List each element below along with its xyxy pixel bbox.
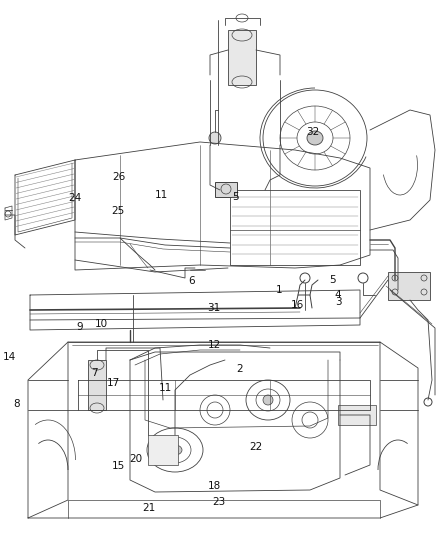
Text: 4: 4 (335, 290, 342, 300)
Text: 23: 23 (212, 497, 226, 507)
Bar (88, 360, 106, 410)
Text: 21: 21 (142, 503, 155, 513)
Text: 15: 15 (112, 462, 125, 471)
Text: 11: 11 (159, 383, 172, 393)
Ellipse shape (168, 445, 182, 455)
Bar (338, 405, 376, 425)
Text: 6: 6 (188, 277, 195, 286)
Text: 11: 11 (155, 190, 168, 199)
Text: 7: 7 (91, 368, 98, 378)
Text: 12: 12 (208, 341, 221, 350)
Bar (388, 272, 430, 300)
Ellipse shape (263, 395, 273, 405)
Text: 14: 14 (3, 352, 16, 362)
Text: 10: 10 (95, 319, 108, 328)
Text: 22: 22 (250, 442, 263, 451)
Text: 20: 20 (129, 455, 142, 464)
Ellipse shape (307, 131, 323, 145)
Text: 5: 5 (232, 192, 239, 202)
Text: 32: 32 (307, 127, 320, 137)
Bar (215, 182, 237, 197)
Text: 25: 25 (111, 206, 124, 215)
Text: 5: 5 (329, 275, 336, 285)
Text: 31: 31 (207, 303, 220, 313)
Text: 24: 24 (69, 193, 82, 203)
Text: 8: 8 (13, 399, 20, 409)
Text: 17: 17 (106, 378, 120, 387)
Text: 18: 18 (208, 481, 221, 491)
Text: 9: 9 (76, 322, 83, 332)
Text: 26: 26 (113, 172, 126, 182)
Text: 16: 16 (291, 300, 304, 310)
Text: 1: 1 (276, 285, 283, 295)
Text: 3: 3 (335, 297, 342, 306)
Bar (148, 435, 178, 465)
Text: 2: 2 (237, 364, 244, 374)
Bar (228, 30, 256, 85)
Bar (230, 190, 360, 265)
Ellipse shape (209, 132, 221, 144)
